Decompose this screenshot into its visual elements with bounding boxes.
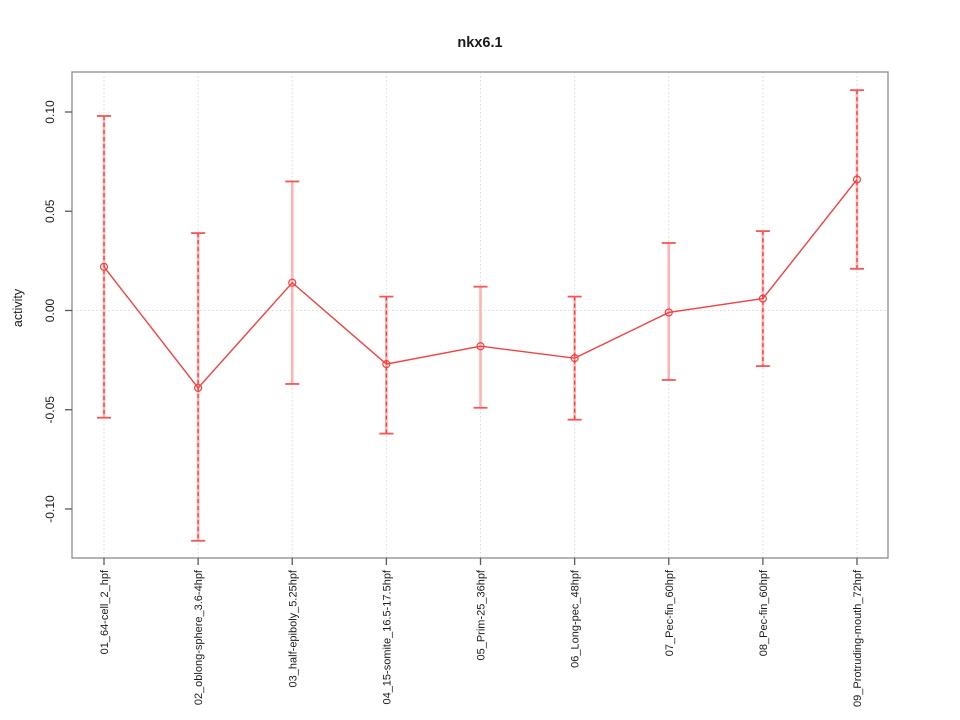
y-tick-label: -0.05	[43, 396, 57, 424]
y-tick-label: 0.00	[43, 298, 57, 322]
chart-title: nkx6.1	[457, 35, 502, 51]
data-point	[758, 294, 767, 303]
x-category-label: 06_Long-pec_48hpf	[570, 569, 582, 668]
data-point	[382, 359, 391, 369]
data-point	[99, 262, 109, 271]
y-axis-label: activity	[11, 288, 25, 327]
data-point	[852, 175, 862, 184]
x-category-label: 09_Protruding-mouth_72hpf	[852, 569, 864, 707]
x-category-label: 01_64-cell_2_hpf	[99, 569, 111, 654]
x-category-label: 03_half-epiboly_5.25hpf	[287, 569, 299, 687]
series-line	[103, 179, 858, 390]
data-points	[99, 175, 862, 393]
x-category-label: 05_Prim-25_36hpf	[476, 569, 488, 660]
y-tick-label: 0.10	[43, 100, 57, 124]
y-axis-ticks: -0.10 -0.05 0.00 0.05 0.10	[43, 100, 72, 523]
x-category-label: 07_Pec-fin_60hpf	[664, 569, 676, 656]
data-point	[288, 278, 297, 287]
x-category-label: 02_oblong-sphere_3.6-4hpf	[193, 569, 205, 705]
x-category-label: 08_Pec-fin_60hpf	[758, 569, 770, 656]
data-point	[664, 308, 673, 317]
data-point	[476, 342, 485, 351]
data-point	[570, 354, 579, 363]
x-axis-ticks: 01_64-cell_2_hpf 02_oblong-sphere_3.6-4hp…	[99, 558, 864, 707]
data-point	[194, 383, 203, 393]
x-category-label: 04_15-somite_16.5-17.5hpf	[381, 569, 393, 704]
y-tick-label: -0.10	[43, 495, 57, 523]
series-polyline	[103, 179, 858, 390]
y-tick-label: 0.05	[43, 199, 57, 223]
